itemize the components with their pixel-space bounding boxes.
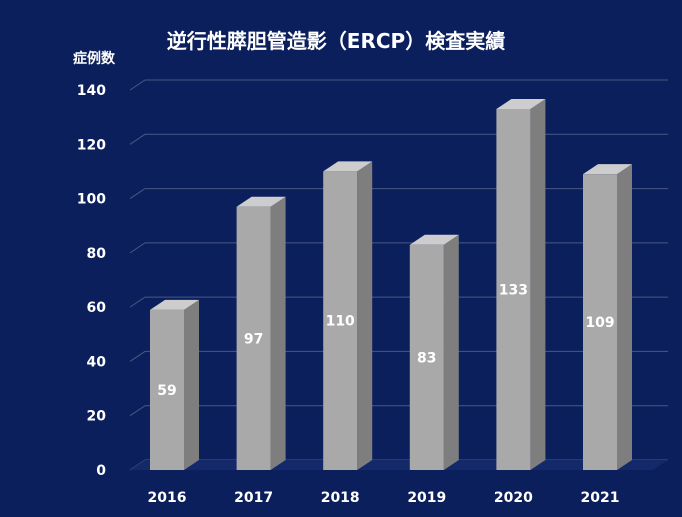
bar-side xyxy=(443,234,459,470)
bar: 109 xyxy=(583,164,632,470)
bar-data-label: 109 xyxy=(585,315,614,331)
bar: 59 xyxy=(150,299,199,470)
x-tick-label: 2020 xyxy=(494,490,533,506)
y-tick-label: 100 xyxy=(77,192,106,208)
bar: 83 xyxy=(409,234,459,470)
x-tick-label: 2019 xyxy=(407,490,446,506)
bar-front xyxy=(236,206,271,470)
bar: 133 xyxy=(496,99,546,470)
bar-front xyxy=(409,244,444,470)
grid-line xyxy=(129,133,668,145)
grid-line xyxy=(129,188,668,199)
grid-line xyxy=(129,242,668,254)
y-tick-label: 140 xyxy=(77,83,106,99)
bars: 59 97 110 83 133 109 xyxy=(150,99,632,470)
bar: 110 xyxy=(323,161,373,470)
bar-side xyxy=(184,299,199,470)
y-tick-label: 60 xyxy=(87,300,107,316)
bar-top xyxy=(583,164,632,175)
y-axis-label: 症例数 xyxy=(73,50,116,67)
bar-side xyxy=(270,196,286,470)
y-axis-ticks: 0 20 40 60 80 100 120 140 xyxy=(77,83,106,479)
bar-side xyxy=(530,99,546,470)
x-tick-label: 2016 xyxy=(148,490,187,506)
x-tick-label: 2017 xyxy=(234,490,273,506)
y-tick-label: 40 xyxy=(87,354,107,370)
x-tick-label: 2018 xyxy=(321,490,360,506)
grid-line xyxy=(129,350,668,362)
y-tick-label: 0 xyxy=(96,463,106,479)
grid-line xyxy=(129,79,668,91)
x-tick-label: 2021 xyxy=(581,490,620,506)
x-axis-ticks: 2016 2017 2018 2019 2020 2021 xyxy=(148,490,620,506)
bar: 97 xyxy=(236,196,286,470)
bar-top xyxy=(150,299,199,310)
bar-front xyxy=(150,309,184,470)
bar-side xyxy=(357,161,373,470)
grid-lines xyxy=(129,79,668,471)
bar-data-label: 83 xyxy=(417,350,436,366)
bar-front xyxy=(496,109,531,470)
grid-line xyxy=(129,405,668,417)
bar-data-label: 110 xyxy=(326,314,355,330)
bar-front xyxy=(323,171,358,470)
bar-data-label: 59 xyxy=(157,383,176,399)
bar-data-label: 133 xyxy=(499,283,528,299)
bar-data-label: 97 xyxy=(244,331,263,347)
y-tick-label: 80 xyxy=(87,246,107,262)
bar-top xyxy=(496,99,546,109)
chart-title: 逆行性膵胆管造影（ERCP）検査実績 xyxy=(167,29,505,53)
bar-top xyxy=(323,161,373,172)
y-tick-label: 120 xyxy=(77,137,106,153)
bar-side xyxy=(617,164,632,470)
grid-line xyxy=(129,296,668,308)
bar-top xyxy=(236,196,286,207)
bar-front xyxy=(583,174,617,470)
y-tick-label: 20 xyxy=(87,409,107,425)
bar-top xyxy=(409,234,459,245)
